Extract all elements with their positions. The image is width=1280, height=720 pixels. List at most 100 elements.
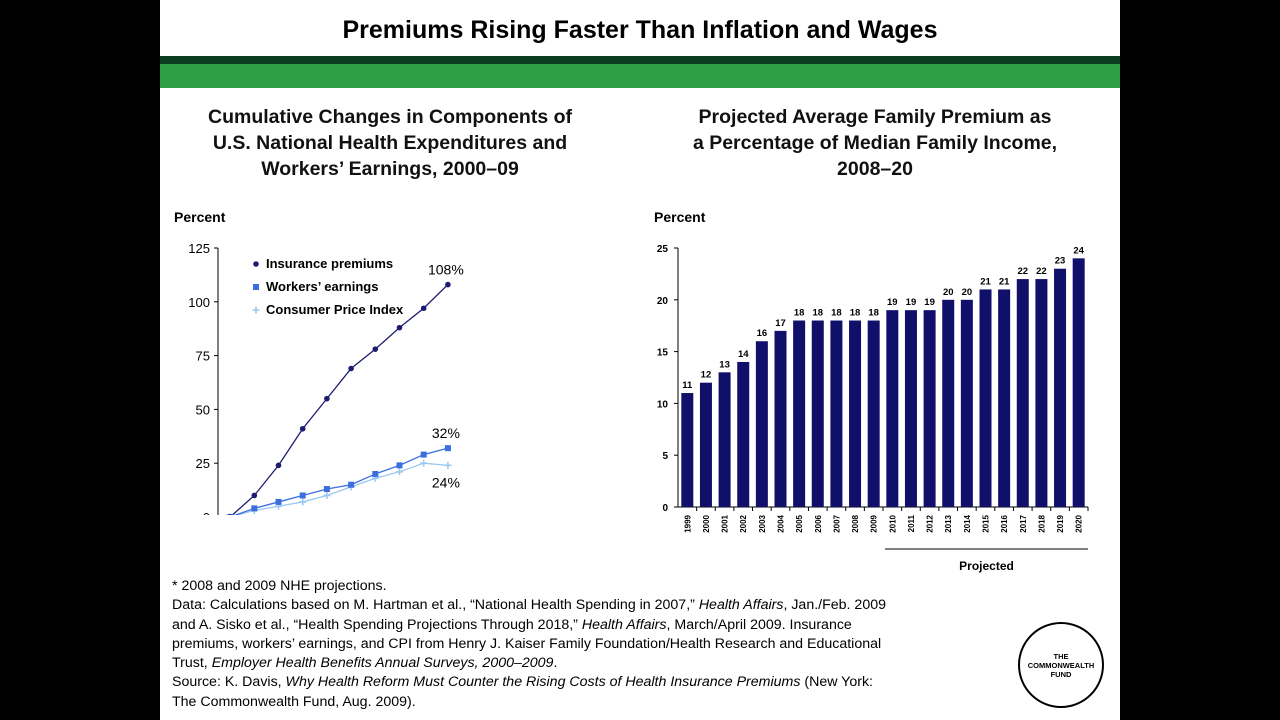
- bar: [811, 320, 824, 507]
- data-point: [348, 481, 355, 488]
- y-tick-label: 20: [657, 296, 669, 307]
- bar: [1054, 268, 1067, 507]
- bar: [886, 310, 899, 507]
- left-chart-title-line: Cumulative Changes in Components of: [207, 106, 573, 128]
- x-tick-label: 2016: [1000, 514, 1009, 532]
- right-chart-title-line: a Percentage of Median Family Income,: [692, 132, 1058, 154]
- data-label: 18: [831, 308, 842, 319]
- y-axis-label: Percent: [174, 209, 226, 225]
- data-point: [445, 281, 451, 288]
- x-tick-label: 2008: [851, 514, 860, 532]
- data-label: 14: [738, 349, 749, 360]
- data-point: [251, 505, 258, 512]
- data-label: 19: [906, 297, 917, 308]
- x-tick-label: 2015: [982, 514, 991, 532]
- data-point: [251, 492, 258, 499]
- x-tick-label: 2001: [721, 514, 730, 532]
- x-tick-label: 2006: [814, 514, 823, 532]
- data-point: [299, 425, 306, 432]
- bar: [793, 320, 806, 507]
- footnote-data-line: premiums, workers’ earnings, and CPI fro…: [172, 635, 882, 652]
- data-point: [420, 459, 428, 467]
- header-band-green: [160, 64, 1120, 88]
- right-chart-title-line: Projected Average Family Premium as: [698, 106, 1052, 128]
- data-label: 12: [701, 370, 712, 381]
- x-tick-label: 2003: [758, 514, 767, 532]
- y-tick-label: 0: [203, 510, 210, 515]
- x-tick-label: 2012: [926, 514, 935, 532]
- data-label: 21: [999, 276, 1010, 287]
- x-tick-label: 2002: [739, 514, 748, 532]
- data-point: [324, 395, 330, 402]
- footnote-projections: * 2008 and 2009 NHE projections.: [172, 578, 387, 594]
- bar: [867, 320, 880, 507]
- data-point: [420, 305, 427, 312]
- left-chart-title-line: U.S. National Health Expenditures and: [212, 132, 568, 154]
- bar: [960, 299, 973, 507]
- header-band-dark: [160, 56, 1120, 64]
- x-tick-label: 2004: [777, 514, 786, 532]
- data-label: 108%: [428, 262, 464, 278]
- y-tick-label: 50: [196, 402, 210, 417]
- data-label: 17: [775, 318, 786, 329]
- footnote-source: Source: K. Davis, Why Health Reform Must…: [172, 674, 873, 691]
- data-point: [372, 346, 379, 352]
- data-point: [444, 445, 451, 452]
- data-label: 20: [962, 287, 973, 298]
- data-point: [275, 498, 282, 505]
- bar: [923, 310, 936, 507]
- bar: [904, 310, 917, 507]
- data-label: 19: [924, 297, 935, 308]
- data-point: [396, 462, 403, 469]
- y-axis-label: Percent: [654, 209, 706, 225]
- x-tick-label: 1999: [683, 514, 692, 532]
- footnote-data-line: Data: Calculations based on M. Hartman e…: [172, 597, 886, 614]
- line-chart: Percent025507510012520002001200220032004…: [174, 209, 464, 515]
- right-chart-title: Projected Average Family Premium as a Pe…: [650, 104, 1100, 182]
- y-tick-label: 75: [196, 349, 210, 364]
- slide: Premiums Rising Faster Than Inflation an…: [160, 0, 1120, 720]
- bar: [774, 330, 787, 507]
- data-point: [299, 492, 306, 499]
- bar: [718, 372, 731, 507]
- data-label: 18: [868, 308, 879, 319]
- data-label: 16: [757, 328, 768, 339]
- data-point: [348, 365, 354, 372]
- y-tick-label: 25: [196, 456, 210, 471]
- data-point: [299, 498, 307, 506]
- data-label: 24%: [432, 474, 460, 490]
- footnotes: * 2008 and 2009 NHE projections. Data: C…: [172, 577, 992, 712]
- data-point: [420, 451, 427, 458]
- y-tick-label: 25: [657, 244, 669, 255]
- legend-marker: [252, 306, 260, 314]
- x-tick-label: 2000: [702, 514, 711, 532]
- data-point: [396, 468, 403, 476]
- bar: [699, 382, 712, 507]
- legend-label: Insurance premiums: [266, 256, 393, 271]
- footnote-data-line: and A. Sisko et al., “Health Spending Pr…: [172, 616, 852, 633]
- footnote-data-line: Trust, Employer Health Benefits Annual S…: [172, 655, 558, 672]
- x-tick-label: 2017: [1019, 514, 1028, 532]
- data-label: 22: [1017, 266, 1028, 277]
- series-line: [235, 462, 448, 515]
- data-label: 23: [1055, 256, 1066, 267]
- legend-marker: [253, 261, 259, 267]
- x-tick-label: 2014: [963, 514, 972, 532]
- x-tick-label: 2007: [832, 514, 841, 532]
- data-label: 18: [812, 308, 823, 319]
- bar: [979, 289, 992, 507]
- data-label: 24: [1073, 245, 1084, 256]
- right-chart-title-line: 2008–20: [837, 158, 913, 180]
- x-tick-label: 2009: [870, 514, 879, 532]
- bar: [1035, 279, 1048, 507]
- left-chart-title-line: Workers’ Earnings, 2000–09: [261, 158, 519, 180]
- commonwealth-fund-logo: THE COMMONWEALTH FUND: [1018, 622, 1104, 708]
- bar-chart: Percent 0 5 10 15 20 25 11 1999 12 2000 13 2001 14 200…: [654, 209, 1089, 573]
- y-tick-label: 100: [188, 295, 210, 310]
- logo-text: COMMONWEALTH: [1027, 660, 1095, 670]
- data-label: 11: [682, 380, 693, 391]
- data-point: [323, 491, 331, 499]
- data-point: [323, 486, 330, 493]
- data-label: 19: [887, 297, 898, 308]
- slide-title: Premiums Rising Faster Than Inflation an…: [342, 16, 938, 44]
